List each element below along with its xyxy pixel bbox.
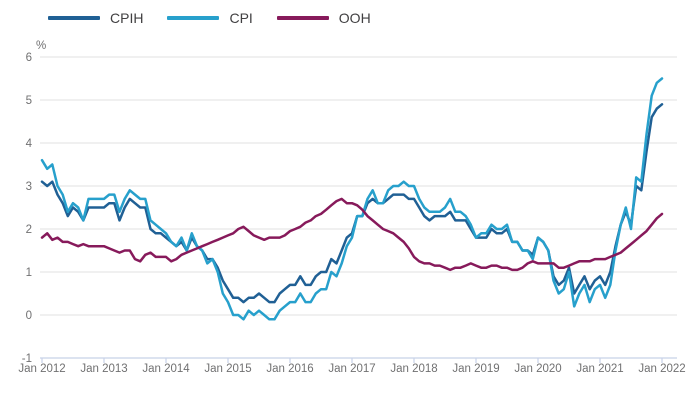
x-tick-label-5: Jan 2017 — [328, 363, 375, 375]
y-axis-unit-label: % — [36, 40, 46, 52]
chart-legend: CPIH CPI OOH — [48, 11, 395, 25]
y-tick-label-6: 6 — [26, 52, 32, 64]
y-tick-label-5: 5 — [26, 95, 32, 107]
y-tick-label-4: 4 — [26, 138, 33, 150]
x-tick-label-1: Jan 2013 — [80, 363, 127, 375]
x-tick-label-4: Jan 2016 — [266, 363, 313, 375]
series-line-ooh — [40, 197, 664, 272]
ooh-line-swatch — [276, 16, 329, 20]
legend-label-ooh: OOH — [338, 10, 371, 26]
x-tick-label-7: Jan 2019 — [452, 363, 499, 375]
y-tick-label--1: -1 — [22, 353, 32, 365]
x-tick-label-3: Jan 2015 — [204, 363, 251, 375]
legend-item-ooh: OOH — [276, 10, 371, 26]
y-tick-label-0: 0 — [26, 310, 32, 322]
legend-item-cpih: CPIH — [48, 11, 143, 25]
y-tick-label-2: 2 — [26, 224, 32, 236]
cpi-line-swatch — [167, 16, 220, 20]
cpih-line-swatch — [48, 16, 100, 20]
series-line-cpi — [40, 77, 664, 321]
x-tick-label-2: Jan 2014 — [142, 363, 190, 375]
y-tick-label-3: 3 — [26, 181, 32, 193]
x-tick-label-6: Jan 2018 — [390, 363, 437, 375]
y-tick-label-1: 1 — [26, 267, 32, 279]
legend-item-cpi: CPI — [167, 10, 253, 26]
x-tick-label-9: Jan 2021 — [576, 363, 623, 375]
x-tick-label-0: Jan 2012 — [18, 363, 65, 375]
x-tick-label-10: Jan 2022 — [638, 363, 685, 375]
legend-label-cpi: CPI — [229, 10, 253, 26]
x-tick-label-8: Jan 2020 — [514, 363, 561, 375]
legend-label-cpih: CPIH — [110, 10, 144, 26]
